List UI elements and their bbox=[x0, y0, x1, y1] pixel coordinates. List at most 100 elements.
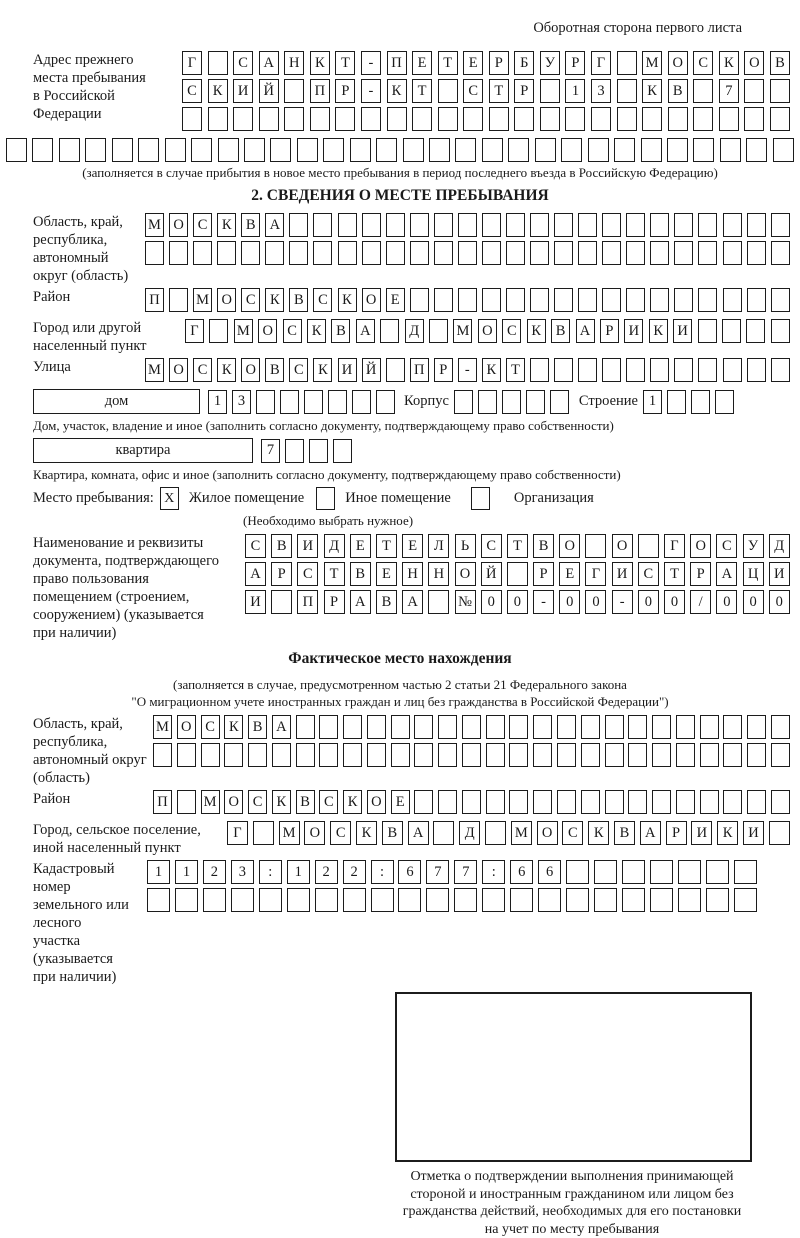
char-cell[interactable]: К bbox=[527, 319, 546, 343]
char-cell[interactable]: Е bbox=[559, 562, 580, 586]
char-cell[interactable]: 2 bbox=[203, 860, 226, 884]
char-cell[interactable] bbox=[626, 288, 645, 312]
char-cell[interactable]: № bbox=[455, 590, 476, 614]
char-cell[interactable]: Е bbox=[412, 51, 432, 75]
char-cell[interactable]: Г bbox=[227, 821, 248, 845]
char-cell[interactable] bbox=[486, 743, 505, 767]
char-cell[interactable] bbox=[506, 213, 525, 237]
char-cell[interactable] bbox=[722, 319, 741, 343]
char-cell[interactable] bbox=[581, 715, 600, 739]
char-cell[interactable] bbox=[578, 213, 597, 237]
char-cell[interactable]: 7 bbox=[719, 79, 739, 103]
char-cell[interactable] bbox=[387, 107, 407, 131]
char-cell[interactable] bbox=[602, 213, 621, 237]
char-cell[interactable]: С bbox=[330, 821, 351, 845]
char-cell[interactable] bbox=[454, 888, 477, 912]
char-cell[interactable] bbox=[617, 79, 637, 103]
char-cell[interactable]: П bbox=[310, 79, 330, 103]
char-cell[interactable]: Д bbox=[769, 534, 790, 558]
char-cell[interactable]: С bbox=[193, 213, 212, 237]
char-cell[interactable] bbox=[482, 888, 505, 912]
char-cell[interactable]: И bbox=[612, 562, 633, 586]
char-cell[interactable]: Д bbox=[324, 534, 345, 558]
char-cell[interactable]: 0 bbox=[559, 590, 580, 614]
char-cell[interactable] bbox=[622, 860, 645, 884]
char-cell[interactable] bbox=[605, 715, 624, 739]
char-cell[interactable]: С bbox=[201, 715, 220, 739]
char-cell[interactable] bbox=[566, 860, 589, 884]
char-cell[interactable] bbox=[391, 715, 410, 739]
char-cell[interactable] bbox=[362, 241, 381, 265]
char-cell[interactable] bbox=[530, 288, 549, 312]
char-cell[interactable] bbox=[746, 138, 767, 162]
char-cell[interactable] bbox=[165, 138, 186, 162]
char-cell[interactable] bbox=[112, 138, 133, 162]
char-cell[interactable]: - bbox=[612, 590, 633, 614]
char-cell[interactable]: О bbox=[224, 790, 243, 814]
char-cell[interactable] bbox=[533, 743, 552, 767]
char-cell[interactable]: И bbox=[297, 534, 318, 558]
char-cell[interactable]: Д bbox=[459, 821, 480, 845]
char-cell[interactable]: А bbox=[402, 590, 423, 614]
char-cell[interactable]: А bbox=[408, 821, 429, 845]
char-cell[interactable]: Р bbox=[666, 821, 687, 845]
char-cell[interactable] bbox=[698, 213, 717, 237]
char-cell[interactable] bbox=[700, 790, 719, 814]
char-cell[interactable] bbox=[271, 590, 292, 614]
char-cell[interactable] bbox=[693, 138, 714, 162]
char-cell[interactable] bbox=[313, 241, 332, 265]
char-cell[interactable] bbox=[458, 241, 477, 265]
char-cell[interactable] bbox=[272, 743, 291, 767]
char-cell[interactable]: С bbox=[716, 534, 737, 558]
char-cell[interactable]: М bbox=[642, 51, 662, 75]
char-cell[interactable]: О bbox=[455, 562, 476, 586]
char-cell[interactable]: С bbox=[248, 790, 267, 814]
char-cell[interactable]: Е bbox=[350, 534, 371, 558]
char-cell[interactable]: 0 bbox=[716, 590, 737, 614]
char-cell[interactable] bbox=[506, 288, 525, 312]
char-cell[interactable]: М bbox=[279, 821, 300, 845]
char-cell[interactable] bbox=[486, 715, 505, 739]
char-cell[interactable]: 0 bbox=[769, 590, 790, 614]
char-cell[interactable] bbox=[565, 107, 585, 131]
char-cell[interactable] bbox=[241, 241, 260, 265]
char-cell[interactable]: Т bbox=[324, 562, 345, 586]
char-cell[interactable]: С bbox=[193, 358, 212, 382]
char-cell[interactable] bbox=[367, 743, 386, 767]
char-cell[interactable] bbox=[338, 213, 357, 237]
char-cell[interactable] bbox=[602, 358, 621, 382]
char-cell[interactable]: О bbox=[241, 358, 260, 382]
char-cell[interactable] bbox=[622, 888, 645, 912]
char-cell[interactable]: П bbox=[387, 51, 407, 75]
char-cell[interactable]: М bbox=[201, 790, 220, 814]
char-cell[interactable] bbox=[410, 241, 429, 265]
char-cell[interactable] bbox=[530, 213, 549, 237]
char-cell[interactable] bbox=[506, 241, 525, 265]
char-cell[interactable]: А bbox=[640, 821, 661, 845]
char-cell[interactable] bbox=[259, 107, 279, 131]
char-cell[interactable] bbox=[771, 790, 790, 814]
char-cell[interactable] bbox=[578, 241, 597, 265]
char-cell[interactable]: Т bbox=[506, 358, 525, 382]
char-cell[interactable] bbox=[514, 107, 534, 131]
char-cell[interactable] bbox=[438, 743, 457, 767]
char-cell[interactable] bbox=[285, 439, 304, 463]
char-cell[interactable]: И bbox=[624, 319, 643, 343]
char-cell[interactable]: Г bbox=[591, 51, 611, 75]
char-cell[interactable] bbox=[533, 715, 552, 739]
char-cell[interactable] bbox=[617, 107, 637, 131]
char-cell[interactable] bbox=[217, 241, 236, 265]
char-cell[interactable]: К bbox=[272, 790, 291, 814]
char-cell[interactable] bbox=[414, 715, 433, 739]
char-cell[interactable]: В bbox=[551, 319, 570, 343]
char-cell[interactable]: 1 bbox=[175, 860, 198, 884]
char-cell[interactable] bbox=[507, 562, 528, 586]
char-cell[interactable]: В bbox=[533, 534, 554, 558]
char-cell[interactable] bbox=[602, 288, 621, 312]
char-cell[interactable]: С bbox=[233, 51, 253, 75]
char-cell[interactable]: К bbox=[717, 821, 738, 845]
char-cell[interactable] bbox=[561, 138, 582, 162]
char-cell[interactable] bbox=[509, 790, 528, 814]
char-cell[interactable]: 1 bbox=[643, 390, 662, 414]
char-cell[interactable] bbox=[676, 790, 695, 814]
